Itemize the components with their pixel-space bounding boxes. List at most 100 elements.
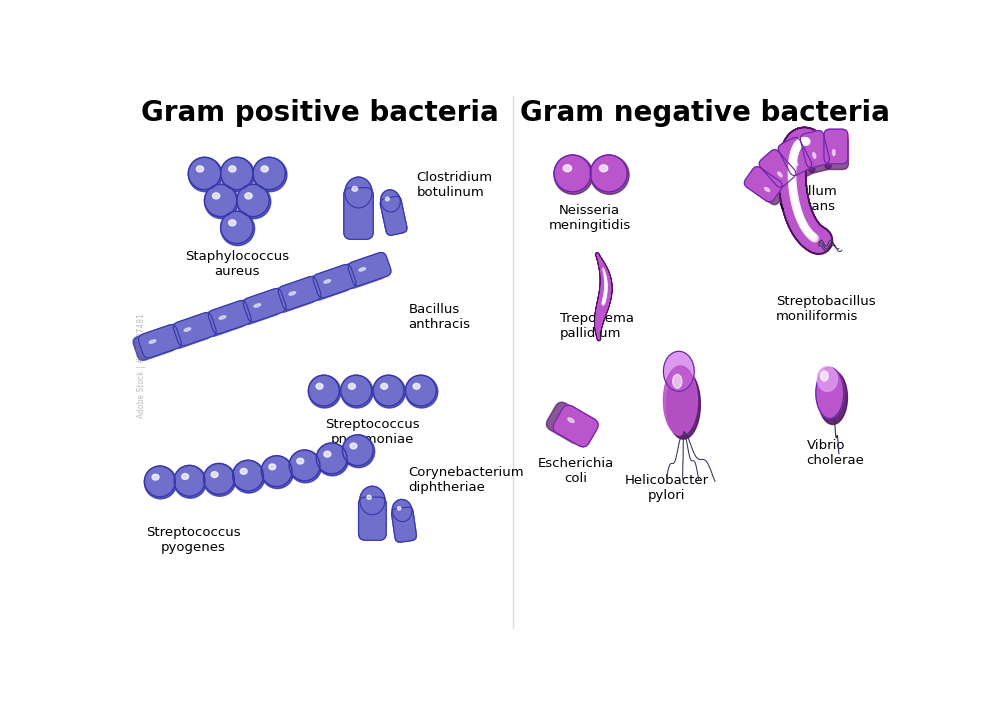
Ellipse shape (816, 368, 844, 418)
FancyBboxPatch shape (744, 166, 782, 202)
Text: Adobe Stock | #323687481: Adobe Stock | #323687481 (137, 313, 146, 418)
Ellipse shape (219, 316, 226, 319)
Ellipse shape (253, 158, 287, 192)
Ellipse shape (245, 193, 252, 199)
FancyBboxPatch shape (173, 313, 216, 346)
Ellipse shape (832, 149, 835, 156)
FancyBboxPatch shape (778, 138, 812, 176)
Ellipse shape (373, 376, 405, 408)
Ellipse shape (149, 340, 156, 343)
Ellipse shape (341, 376, 373, 408)
Ellipse shape (174, 466, 206, 498)
FancyBboxPatch shape (238, 291, 281, 324)
Ellipse shape (413, 383, 420, 389)
Ellipse shape (308, 375, 339, 406)
FancyBboxPatch shape (359, 497, 386, 540)
Text: Neisseria
meningitidis: Neisseria meningitidis (548, 204, 631, 232)
Ellipse shape (397, 507, 401, 510)
Text: Gram negative bacteria: Gram negative bacteria (520, 99, 890, 127)
Ellipse shape (352, 186, 358, 191)
Text: Vibrio
cholerae: Vibrio cholerae (807, 439, 865, 467)
Ellipse shape (204, 463, 234, 494)
FancyBboxPatch shape (344, 188, 373, 239)
Ellipse shape (221, 157, 253, 190)
FancyBboxPatch shape (749, 169, 787, 205)
Text: Streptococcus
pyogenes: Streptococcus pyogenes (146, 526, 240, 554)
Ellipse shape (297, 458, 304, 464)
Ellipse shape (174, 466, 205, 496)
Ellipse shape (817, 367, 837, 391)
Text: Gram positive bacteria: Gram positive bacteria (141, 99, 499, 127)
Polygon shape (663, 366, 697, 436)
Polygon shape (667, 370, 700, 439)
FancyBboxPatch shape (824, 129, 848, 164)
Ellipse shape (324, 280, 331, 283)
Ellipse shape (211, 472, 218, 478)
Ellipse shape (820, 371, 828, 381)
Ellipse shape (316, 383, 323, 389)
Ellipse shape (289, 450, 320, 481)
Ellipse shape (237, 185, 271, 218)
Ellipse shape (289, 292, 296, 295)
Ellipse shape (316, 443, 349, 476)
Ellipse shape (405, 376, 438, 408)
FancyBboxPatch shape (359, 497, 386, 540)
Ellipse shape (405, 375, 436, 406)
Ellipse shape (360, 486, 385, 515)
Text: Escherichia
coli: Escherichia coli (538, 457, 614, 485)
Ellipse shape (261, 456, 292, 486)
Ellipse shape (381, 383, 388, 389)
Ellipse shape (599, 165, 608, 172)
Text: Corynebacterium
diphtheriae: Corynebacterium diphtheriae (409, 466, 524, 494)
Ellipse shape (144, 466, 175, 497)
Ellipse shape (341, 375, 372, 406)
Ellipse shape (205, 185, 238, 218)
FancyBboxPatch shape (763, 154, 800, 191)
Ellipse shape (196, 166, 204, 172)
Ellipse shape (316, 443, 347, 474)
Ellipse shape (385, 197, 389, 201)
Ellipse shape (350, 443, 357, 449)
Ellipse shape (373, 375, 404, 406)
Ellipse shape (554, 155, 591, 192)
FancyBboxPatch shape (546, 402, 592, 444)
Ellipse shape (359, 268, 366, 271)
Ellipse shape (182, 473, 189, 479)
Ellipse shape (261, 456, 294, 488)
Ellipse shape (818, 371, 847, 425)
FancyBboxPatch shape (243, 288, 286, 322)
Text: Clostridium
botulinum: Clostridium botulinum (416, 171, 492, 199)
Text: Streptobacillus
moniliformis: Streptobacillus moniliformis (776, 295, 875, 323)
FancyBboxPatch shape (343, 255, 386, 288)
Ellipse shape (673, 374, 682, 388)
FancyBboxPatch shape (392, 507, 416, 542)
Text: Streptococcus
pneumoniae: Streptococcus pneumoniae (325, 418, 420, 446)
Ellipse shape (237, 184, 269, 216)
FancyBboxPatch shape (392, 507, 416, 542)
FancyBboxPatch shape (133, 327, 176, 361)
Ellipse shape (233, 461, 263, 491)
Ellipse shape (568, 418, 574, 423)
Ellipse shape (213, 193, 220, 199)
Ellipse shape (221, 158, 255, 192)
Ellipse shape (229, 166, 236, 172)
Ellipse shape (381, 190, 400, 212)
Text: Treponema
pallidium: Treponema pallidium (560, 312, 634, 340)
FancyBboxPatch shape (825, 135, 848, 169)
Ellipse shape (229, 220, 236, 226)
Ellipse shape (308, 376, 341, 408)
FancyBboxPatch shape (380, 196, 407, 235)
FancyBboxPatch shape (344, 188, 373, 239)
Ellipse shape (221, 211, 253, 243)
Text: Spirillum
volutans: Spirillum volutans (778, 185, 837, 213)
Ellipse shape (254, 303, 261, 307)
FancyBboxPatch shape (273, 279, 316, 312)
FancyBboxPatch shape (208, 301, 251, 334)
Ellipse shape (765, 187, 770, 191)
Ellipse shape (324, 451, 331, 457)
Ellipse shape (188, 158, 222, 192)
FancyBboxPatch shape (759, 150, 796, 187)
FancyBboxPatch shape (313, 264, 356, 298)
FancyBboxPatch shape (380, 196, 407, 235)
Ellipse shape (188, 157, 221, 190)
